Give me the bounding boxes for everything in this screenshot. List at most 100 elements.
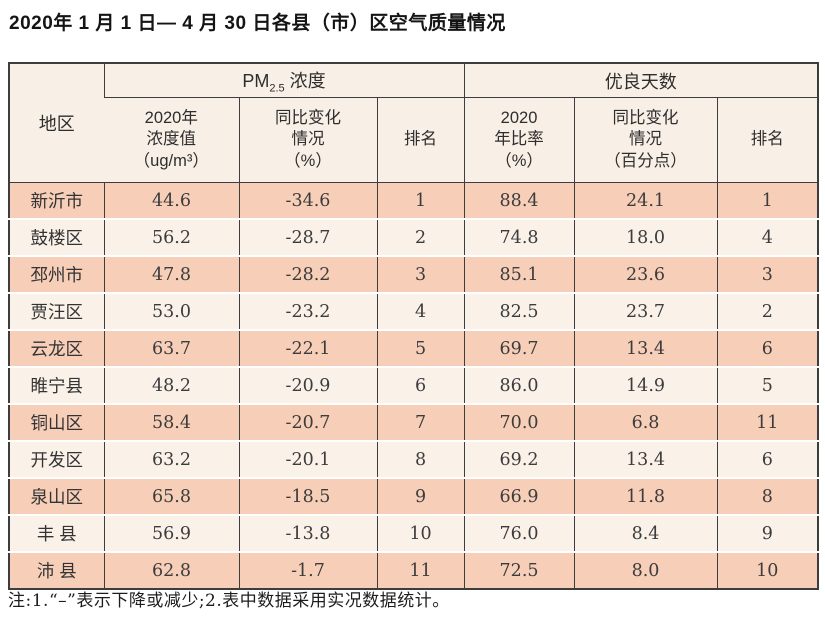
value-cell: 3: [716, 256, 819, 294]
table-row: 泉山区 65.8 -18.5 9 66.9 11.8 8: [9, 478, 819, 516]
value-cell: 1: [716, 182, 819, 220]
value-cell: 9: [716, 515, 819, 553]
value-cell: 53.0: [103, 293, 239, 331]
value-cell: -23.2: [238, 293, 377, 331]
table-row: 邳州市 47.8 -28.2 3 85.1 23.6 3: [9, 256, 819, 294]
value-cell: 4: [716, 219, 819, 257]
table-header: 地区 PM2.5 浓度 优良天数 2020年 浓度值 （ug/m³） 同比变化 …: [9, 63, 819, 183]
value-cell: 58.4: [103, 404, 239, 442]
value-cell: 86.0: [463, 367, 575, 405]
value-cell: -28.2: [238, 256, 377, 294]
pm25-label-suffix: 浓度: [284, 70, 326, 91]
value-cell: 11.8: [573, 478, 718, 516]
value-cell: 44.6: [103, 182, 239, 220]
table-row: 贾汪区 53.0 -23.2 4 82.5 23.7 2: [9, 293, 819, 331]
value-cell: 63.2: [103, 441, 239, 479]
value-cell: 7: [376, 404, 465, 442]
value-cell: 63.7: [103, 330, 239, 368]
page-title: 2020年 1 月 1 日— 4 月 30 日各县（市）区空气质量情况: [9, 13, 506, 34]
value-cell: -1.7: [238, 552, 377, 589]
value-cell: 23.6: [573, 256, 718, 294]
region-cell: 新沂市: [9, 182, 104, 220]
value-cell: 1: [376, 182, 465, 220]
region-cell: 鼓楼区: [9, 219, 104, 257]
pm25-group-header: PM2.5 浓度: [103, 63, 465, 98]
value-cell: 56.9: [103, 515, 239, 553]
region-cell: 睢宁县: [9, 367, 104, 405]
region-cell: 丰 县: [9, 515, 104, 553]
pm25-label-subscript: 2.5: [269, 82, 285, 95]
value-cell: 2: [376, 219, 465, 257]
value-cell: 13.4: [573, 441, 718, 479]
good-days-group-header: 优良天数: [463, 63, 819, 98]
value-cell: 11: [376, 552, 465, 589]
value-cell: 23.7: [573, 293, 718, 331]
value-cell: -18.5: [238, 478, 377, 516]
region-cell: 铜山区: [9, 404, 104, 442]
value-cell: 70.0: [463, 404, 575, 442]
value-cell: 3: [376, 256, 465, 294]
value-cell: 9: [376, 478, 465, 516]
value-cell: 18.0: [573, 219, 718, 257]
region-cell: 开发区: [9, 441, 104, 479]
value-cell: -20.1: [238, 441, 377, 479]
table-row: 睢宁县 48.2 -20.9 6 86.0 14.9 5: [9, 367, 819, 405]
value-cell: 47.8: [103, 256, 239, 294]
value-cell: 8: [716, 478, 819, 516]
value-cell: -34.6: [238, 182, 377, 220]
region-cell: 贾汪区: [9, 293, 104, 331]
value-cell: 8: [376, 441, 465, 479]
value-cell: 10: [716, 552, 819, 589]
group-header-row: 地区 PM2.5 浓度 优良天数: [9, 63, 819, 183]
value-cell: 6.8: [573, 404, 718, 442]
col-header-pm25-rank: 排名: [376, 97, 465, 183]
col-header-gooddays-change: 同比变化 情况 （百分点）: [573, 97, 718, 183]
table-row: 沛 县 62.8 -1.7 11 72.5 8.0 10: [9, 552, 819, 589]
value-cell: -20.7: [238, 404, 377, 442]
value-cell: 66.9: [463, 478, 575, 516]
value-cell: 11: [716, 404, 819, 442]
value-cell: 85.1: [463, 256, 575, 294]
region-column-header: 地区: [9, 63, 104, 183]
value-cell: 56.2: [103, 219, 239, 257]
value-cell: 82.5: [463, 293, 575, 331]
value-cell: 24.1: [573, 182, 718, 220]
value-cell: 6: [716, 441, 819, 479]
table-row: 铜山区 58.4 -20.7 7 70.0 6.8 11: [9, 404, 819, 442]
sub-header-row: 2020年 浓度值 （ug/m³） 同比变化 情况 （%） 排名 2020 年比…: [9, 97, 819, 183]
value-cell: 10: [376, 515, 465, 553]
value-cell: 88.4: [463, 182, 575, 220]
table-body: 新沂市 44.6 -34.6 1 88.4 24.1 1 鼓楼区 56.2 -28.7 2 74.8 1…: [9, 182, 819, 589]
value-cell: 65.8: [103, 478, 239, 516]
value-cell: 4: [376, 293, 465, 331]
value-cell: -13.8: [238, 515, 377, 553]
footnote: 注:1.“–”表示下降或减少;2.表中数据采用实况数据统计。: [8, 591, 450, 611]
value-cell: -28.7: [238, 219, 377, 257]
value-cell: 76.0: [463, 515, 575, 553]
col-header-pm25-change: 同比变化 情况 （%）: [238, 97, 377, 183]
table-row: 云龙区 63.7 -22.1 5 69.7 13.4 6: [9, 330, 819, 368]
region-cell: 云龙区: [9, 330, 104, 368]
value-cell: 8.4: [573, 515, 718, 553]
value-cell: 2: [716, 293, 819, 331]
pm25-label-prefix: PM: [242, 70, 270, 91]
value-cell: 48.2: [103, 367, 239, 405]
value-cell: 74.8: [463, 219, 575, 257]
table-row: 开发区 63.2 -20.1 8 69.2 13.4 6: [9, 441, 819, 479]
table-row: 新沂市 44.6 -34.6 1 88.4 24.1 1: [9, 182, 819, 220]
value-cell: 5: [376, 330, 465, 368]
value-cell: 14.9: [573, 367, 718, 405]
value-cell: 13.4: [573, 330, 718, 368]
region-cell: 邳州市: [9, 256, 104, 294]
value-cell: -20.9: [238, 367, 377, 405]
value-cell: 69.2: [463, 441, 575, 479]
value-cell: 6: [716, 330, 819, 368]
region-cell: 泉山区: [9, 478, 104, 516]
col-header-gooddays-rank: 排名: [716, 97, 819, 183]
value-cell: 8.0: [573, 552, 718, 589]
air-quality-table: 地区 PM2.5 浓度 优良天数 2020年 浓度值 （ug/m³） 同比变化 …: [8, 62, 820, 590]
value-cell: 62.8: [103, 552, 239, 589]
col-header-gooddays-ratio: 2020 年比率 （%）: [463, 97, 575, 183]
value-cell: 72.5: [463, 552, 575, 589]
